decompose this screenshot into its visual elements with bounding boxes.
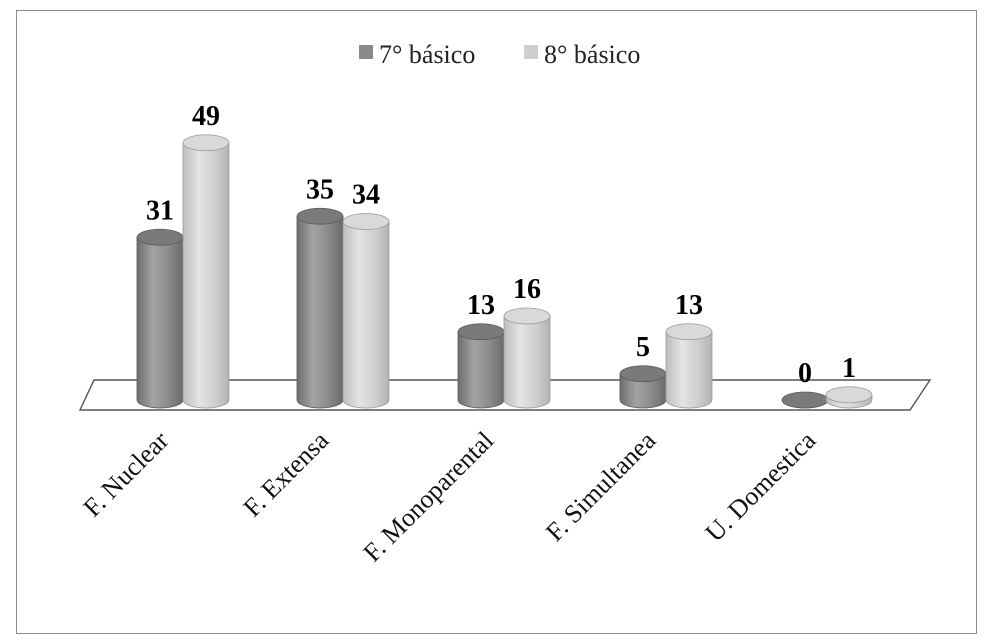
category-label-u-domestica: U. Domestica xyxy=(700,425,822,547)
bar-f-extensa-s1 xyxy=(342,213,390,409)
data-label-f-nuclear-s0: 31 xyxy=(146,195,174,226)
bar-top xyxy=(503,307,551,325)
bar-top xyxy=(342,213,390,230)
bar-f-simultanea-s0 xyxy=(619,365,667,409)
bar-f-nuclear-s0 xyxy=(136,228,184,409)
category-label-f-extensa: F. Extensa xyxy=(238,425,335,522)
bar-f-monoparental-s1 xyxy=(503,307,551,409)
bar-body xyxy=(136,236,184,409)
category-label-f-monoparental: F. Monoparental xyxy=(358,426,500,568)
bar-top xyxy=(665,323,713,341)
bar-u-domestica-s1 xyxy=(825,386,873,409)
bar-body xyxy=(342,221,390,409)
data-label-f-simultanea-s0: 5 xyxy=(636,332,650,363)
category-labels: F. Nuclear F. Extensa F. Monoparental F.… xyxy=(78,425,822,567)
data-label-f-nuclear-s1: 49 xyxy=(192,101,220,132)
legend: 7° básico 8° básico xyxy=(359,40,640,69)
bar-body xyxy=(457,331,505,409)
bar-top xyxy=(457,323,505,341)
bar-u-domestica-s0 xyxy=(781,391,829,409)
bar-f-monoparental-s0 xyxy=(457,323,505,409)
bar-top xyxy=(781,391,829,409)
data-label-f-monoparental-s0: 13 xyxy=(467,290,495,321)
bar-f-extensa-s0 xyxy=(296,207,344,409)
legend-swatch-8 xyxy=(524,45,538,59)
bar-top xyxy=(136,228,184,246)
legend-swatch-7 xyxy=(359,45,373,59)
bars xyxy=(136,134,873,409)
category-label-f-nuclear: F. Nuclear xyxy=(78,425,175,522)
bar-f-nuclear-s1 xyxy=(182,134,230,409)
data-label-f-extensa-s1: 34 xyxy=(352,180,380,211)
bar-body xyxy=(296,215,344,409)
category-label-f-simultanea: F. Simultanea xyxy=(540,425,661,546)
data-labels: 31 49 35 34 13 16 5 13 0 1 xyxy=(146,101,856,389)
data-label-f-extensa-s0: 35 xyxy=(306,174,334,205)
bar-top xyxy=(825,386,873,404)
data-label-u-domestica-s0: 0 xyxy=(798,358,812,389)
bar-top xyxy=(182,134,230,152)
bar-body xyxy=(182,142,230,409)
bar-body xyxy=(665,331,713,409)
legend-label-7: 7° básico xyxy=(379,40,475,69)
bar-body xyxy=(619,373,667,409)
bar-f-simultanea-s1 xyxy=(665,323,713,409)
data-label-f-monoparental-s1: 16 xyxy=(513,274,541,305)
data-label-f-simultanea-s1: 13 xyxy=(675,290,703,321)
bar-top xyxy=(296,207,344,225)
bar-body xyxy=(503,315,551,409)
legend-label-8: 8° básico xyxy=(544,40,640,69)
bar-top xyxy=(619,365,667,383)
data-label-u-domestica-s1: 1 xyxy=(842,353,856,384)
